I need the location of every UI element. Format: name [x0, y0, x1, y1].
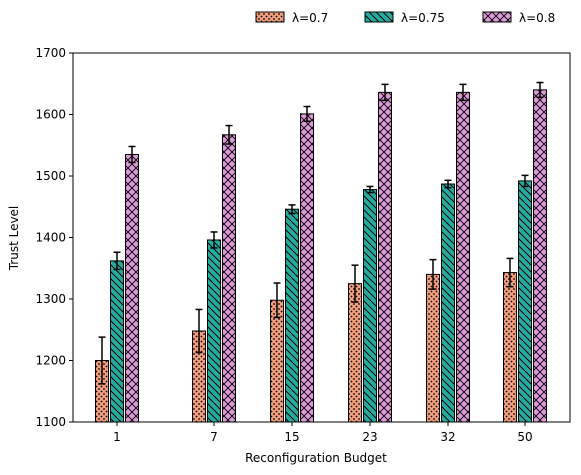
- bar-hatch-series3-32: [456, 91, 470, 423]
- axes-frame: [72, 52, 571, 423]
- legend-label: λ=0.8: [519, 11, 555, 25]
- axes: 1100 1200 1300 1400 1500 1600 1700 1 7 15 23 32 50: [35, 46, 571, 444]
- x-axis-label: Reconfiguration Budget: [245, 451, 387, 465]
- legend-swatch-hatch: [364, 11, 394, 23]
- x-tick-label: 7: [210, 430, 218, 444]
- legend-swatch-hatch: [255, 11, 285, 23]
- bar-hatch-series2-50: [518, 180, 532, 423]
- x-tick-label: 1: [113, 430, 121, 444]
- legend-swatch-hatch: [482, 11, 512, 23]
- x-tick-label: 23: [362, 430, 377, 444]
- series-1: [95, 257, 517, 423]
- bar-hatch-series3-7: [222, 134, 236, 423]
- bar-hatch-series3-1: [125, 153, 139, 423]
- legend: λ=0.7 λ=0.75 λ=0.8: [255, 11, 555, 25]
- bar-hatch-series3-50: [533, 89, 547, 423]
- bar-hatch-series3-23: [378, 91, 392, 423]
- bar-hatch-series2-23: [363, 189, 377, 423]
- y-tick-label: 1700: [35, 46, 66, 60]
- bar-hatch-series2-32: [441, 183, 455, 423]
- legend-entry-2: λ=0.75: [364, 11, 445, 25]
- bar-hatch-series1-50: [503, 272, 517, 423]
- y-tick-label: 1500: [35, 169, 66, 183]
- y-tick-label: 1600: [35, 108, 66, 122]
- bar-hatch-series2-7: [207, 239, 221, 423]
- y-tick-label: 1400: [35, 231, 66, 245]
- x-tick-label: 15: [284, 430, 299, 444]
- bar-hatch-series2-1: [110, 260, 124, 423]
- y-tick-label: 1300: [35, 292, 66, 306]
- x-tick-label: 50: [517, 430, 532, 444]
- bar-hatch-series1-32: [426, 273, 440, 423]
- bar-hatch-series2-15: [285, 208, 299, 423]
- legend-label: λ=0.75: [401, 11, 445, 25]
- bar-hatch-series1-23: [348, 283, 362, 423]
- legend-label: λ=0.7: [292, 11, 328, 25]
- plot-area: [95, 81, 547, 423]
- legend-entry-1: λ=0.7: [255, 11, 328, 25]
- bar-hatch-series1-15: [270, 299, 284, 423]
- y-tick-label: 1200: [35, 354, 66, 368]
- series-3: [125, 81, 547, 423]
- y-axis-label: Trust Level: [7, 206, 21, 272]
- bar-hatch-series3-15: [300, 113, 314, 423]
- x-tick-label: 32: [440, 430, 455, 444]
- legend-entry-3: λ=0.8: [482, 11, 555, 25]
- y-tick-label: 1100: [35, 415, 66, 429]
